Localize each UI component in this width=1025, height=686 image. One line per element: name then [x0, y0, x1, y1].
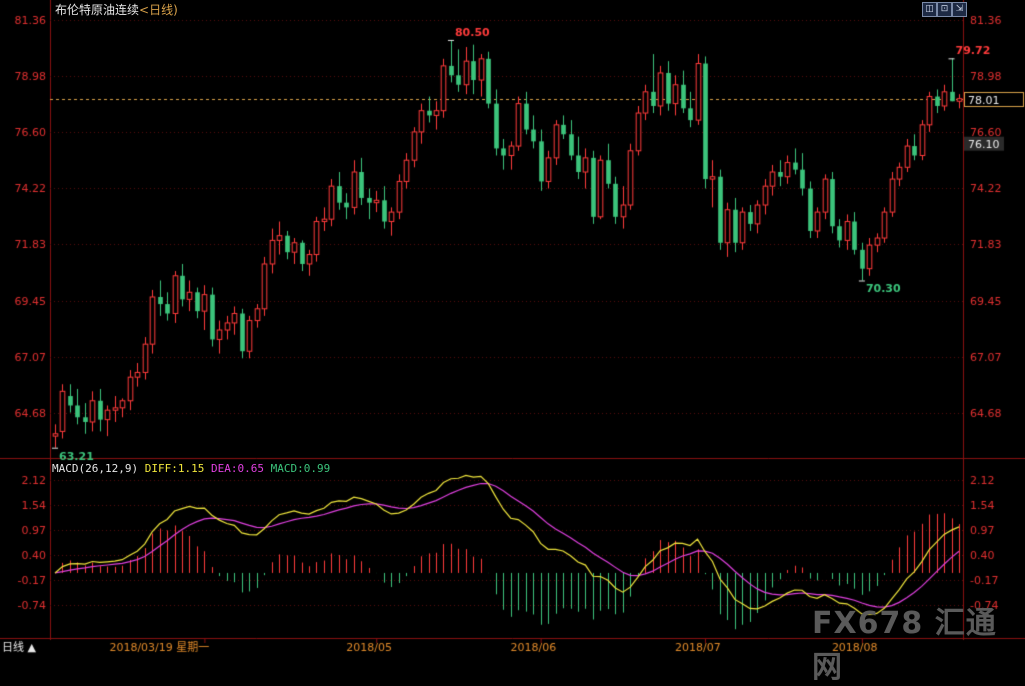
macd-params: MACD(26,12,9)	[52, 462, 139, 475]
window-maximize-icon[interactable]: ⊡	[937, 2, 952, 17]
macd-label: MACD:	[270, 462, 304, 475]
macd-legend: MACD(26,12,9) DIFF:1.15 DEA:0.65 MACD:0.…	[52, 462, 330, 475]
dea-label: DEA:	[210, 462, 238, 475]
instrument-name: 布伦特原油连续	[55, 3, 140, 17]
diff-label: DIFF:	[144, 462, 178, 475]
macd-value: 0.99	[303, 462, 331, 475]
timeframe-label: <日线)	[139, 3, 178, 17]
chart-title: 布伦特原油连续<日线)	[55, 1, 178, 18]
fx678-watermark-logo: FX678 汇通网	[812, 606, 997, 685]
candlestick-chart-canvas[interactable]	[0, 0, 1025, 655]
window-expand-icon[interactable]: ⇲	[952, 2, 967, 17]
window-restore-icon[interactable]: ◫	[922, 2, 937, 17]
dea-value: 0.65	[237, 462, 264, 475]
diff-value: 1.15	[177, 462, 205, 475]
